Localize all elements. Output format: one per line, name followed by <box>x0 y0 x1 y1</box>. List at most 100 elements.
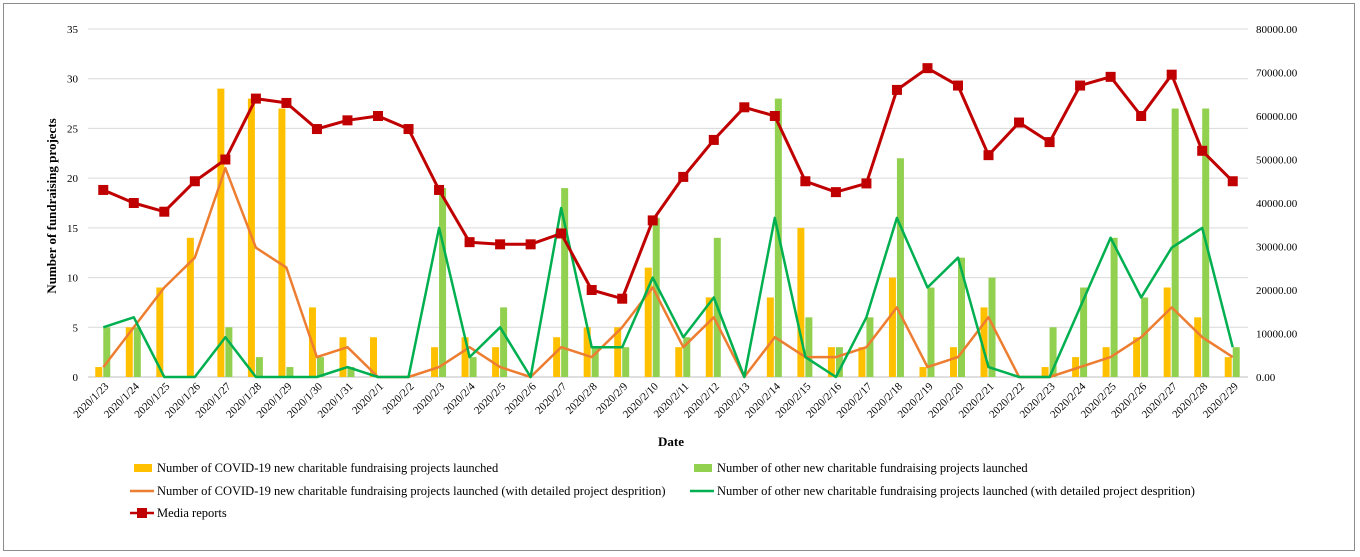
y2-tick-label: 80000.00 <box>1256 24 1298 36</box>
media-marker <box>861 178 872 189</box>
y-tick-label: 0 <box>73 372 79 384</box>
y2-tick-label: 10000.00 <box>1256 329 1298 341</box>
bar-covid <box>278 108 286 378</box>
y-tick-label: 30 <box>67 74 79 86</box>
x-axis-ticks: 2020/1/232020/1/242020/1/252020/1/262020… <box>71 380 1241 420</box>
bar-other <box>896 158 904 377</box>
bar-covid <box>1041 367 1049 377</box>
x-tick-label: 2020/2/4 <box>442 380 478 416</box>
media-markers <box>98 63 1238 304</box>
bar-other <box>1049 327 1057 377</box>
x-tick-label: 2020/2/8 <box>564 380 600 416</box>
media-marker <box>434 184 445 195</box>
media-marker <box>830 187 841 198</box>
bar-covid <box>766 297 774 377</box>
bar-other <box>255 357 263 377</box>
legend-swatch <box>694 464 712 472</box>
x-tick-label: 2020/2/2 <box>380 381 416 417</box>
bar-covid <box>980 307 988 377</box>
bar-covid <box>553 337 561 377</box>
media-marker <box>1197 145 1208 156</box>
media-marker <box>739 102 750 113</box>
bar-covid <box>919 367 927 377</box>
media-marker <box>556 228 567 239</box>
bar-covid <box>431 347 439 377</box>
media-marker <box>647 215 658 226</box>
legend-label: Number of other new charitable fundraisi… <box>717 484 1195 498</box>
y-axis-title: Number of fundraising projects <box>44 118 59 293</box>
bar-other <box>958 257 965 377</box>
x-tick-label: 2020/2/5 <box>472 380 508 416</box>
media-marker <box>1105 71 1116 82</box>
y2-tick-label: 60000.00 <box>1256 111 1298 123</box>
media-marker <box>983 150 994 161</box>
bar-covid <box>492 347 500 377</box>
lines <box>102 66 1234 379</box>
bar-covid <box>950 347 957 377</box>
media-marker <box>403 124 414 135</box>
bar-covid <box>339 337 347 377</box>
gridlines <box>88 28 1248 378</box>
media-marker <box>1075 80 1086 91</box>
bar-covid <box>1194 317 1202 377</box>
media-marker <box>1136 111 1147 121</box>
bar-other <box>1232 347 1240 377</box>
bar-other <box>469 357 477 377</box>
bar-other <box>927 287 935 377</box>
y-tick-label: 20 <box>67 173 79 185</box>
bar-covid <box>583 327 591 377</box>
media-marker <box>281 97 292 108</box>
media-marker <box>525 239 536 250</box>
legend: Number of COVID-19 new charitable fundra… <box>130 461 1195 520</box>
media-marker <box>922 63 933 74</box>
y2-tick-label: 0.00 <box>1256 372 1276 384</box>
y-tick-label: 15 <box>67 223 79 235</box>
media-marker <box>373 111 383 121</box>
y-axis-ticks: 0 5 10 15 20 25 30 35 <box>67 24 79 384</box>
bar-covid <box>1163 287 1171 377</box>
media-marker <box>1227 176 1238 187</box>
bar-other <box>500 307 508 377</box>
y2-tick-label: 40000.00 <box>1256 198 1298 210</box>
media-marker <box>1014 117 1025 128</box>
bar-other <box>805 317 813 377</box>
bar-covid <box>461 337 469 377</box>
media-marker <box>464 237 475 248</box>
bar-covid <box>217 88 225 378</box>
bar-covid <box>156 287 164 377</box>
y2-tick-label: 50000.00 <box>1256 155 1298 167</box>
bar-covid <box>1133 337 1141 377</box>
bar-covid <box>644 267 652 377</box>
media-marker <box>250 93 261 104</box>
bar-covid <box>827 347 835 377</box>
y2-tick-label: 30000.00 <box>1256 242 1298 254</box>
bar-other <box>225 327 233 377</box>
bar-covid <box>705 297 713 377</box>
bar-other <box>835 347 843 377</box>
chart-frame: 0 5 10 15 20 25 30 35 0.00 10000.00 20000.00 30000… <box>3 3 1355 551</box>
bar-covid <box>675 347 683 377</box>
media-marker <box>678 171 689 182</box>
bar-covid <box>1072 357 1080 377</box>
legend-marker <box>137 508 147 518</box>
bar-other <box>622 347 630 377</box>
y2-axis-ticks: 0.00 10000.00 20000.00 30000.00 40000.00 5000… <box>1256 24 1298 384</box>
bar-other <box>1171 108 1179 378</box>
bar-other <box>652 217 660 377</box>
bar-covid <box>186 237 194 377</box>
media-marker <box>953 80 963 91</box>
media-marker <box>1044 137 1055 148</box>
x-tick-label: 2020/2/7 <box>533 380 569 416</box>
legend-swatch <box>134 464 152 472</box>
x-axis-title: Date <box>658 434 684 449</box>
media-marker <box>128 198 139 208</box>
bar-other <box>286 367 294 377</box>
media-marker <box>495 239 506 250</box>
bar-other <box>1080 287 1088 377</box>
y-tick-label: 5 <box>73 322 79 334</box>
media-marker <box>617 293 628 304</box>
media-marker <box>98 184 109 195</box>
bar-other <box>561 188 569 377</box>
combo-chart: 0 5 10 15 20 25 30 35 0.00 10000.00 20000.00 30000… <box>44 24 1298 520</box>
y-tick-label: 35 <box>67 24 79 36</box>
